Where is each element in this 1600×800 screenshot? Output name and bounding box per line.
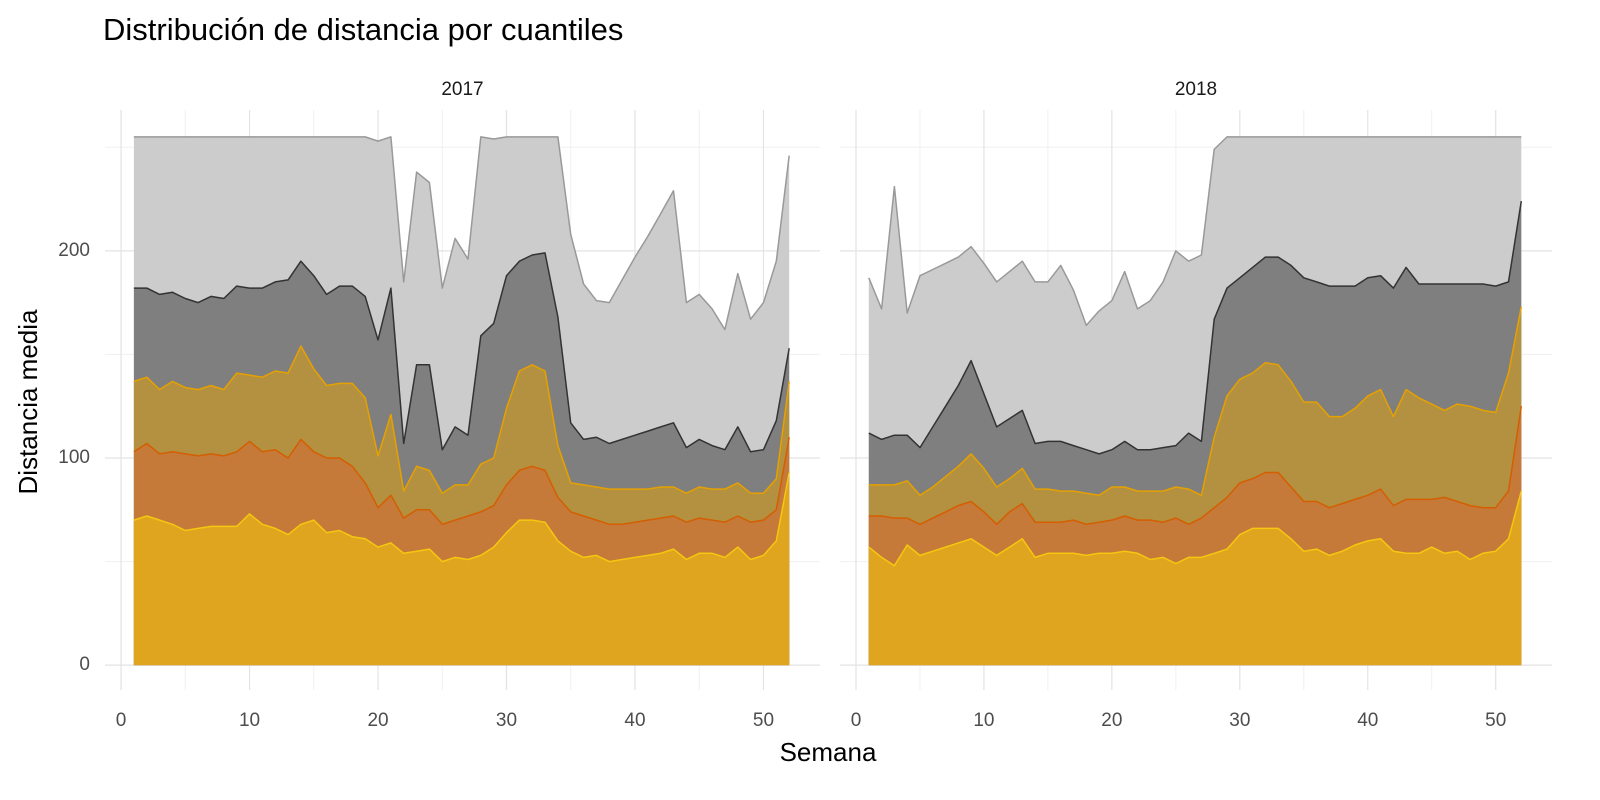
area <box>133 472 790 666</box>
y-tick-label: 0 <box>79 654 90 675</box>
x-tick-label: 10 <box>239 710 260 731</box>
y-tick-label: 200 <box>58 240 90 261</box>
area-outline <box>868 200 1523 455</box>
chart-title: Distribución de distancia por cuantiles <box>103 12 623 47</box>
x-tick-label: 50 <box>1485 710 1506 731</box>
x-tick-label: 50 <box>753 710 774 731</box>
area-outline <box>133 437 790 526</box>
area <box>868 491 1522 666</box>
panel-title: 2017 <box>441 79 483 100</box>
area-outline <box>133 252 790 453</box>
area-outline <box>133 345 790 494</box>
panel-title: 2018 <box>1175 79 1217 100</box>
x-tick-label: 40 <box>624 710 645 731</box>
area-outline <box>868 306 1523 497</box>
area-outline <box>868 490 1523 567</box>
x-axis-label: Semana <box>780 737 877 767</box>
y-tick-label: 100 <box>58 447 90 468</box>
x-tick-label: 10 <box>973 710 994 731</box>
x-tick-label: 40 <box>1357 710 1378 731</box>
area-outline <box>868 406 1523 526</box>
x-tick-label: 20 <box>367 710 388 731</box>
area-outline <box>133 136 790 331</box>
area-outline <box>868 136 1522 327</box>
area-outline <box>133 472 790 563</box>
y-axis-label: Distancia media <box>13 309 43 495</box>
x-tick-label: 20 <box>1101 710 1122 731</box>
x-tick-label: 0 <box>116 710 127 731</box>
x-tick-label: 30 <box>1229 710 1250 731</box>
x-tick-label: 30 <box>496 710 517 731</box>
x-tick-label: 0 <box>851 710 862 731</box>
